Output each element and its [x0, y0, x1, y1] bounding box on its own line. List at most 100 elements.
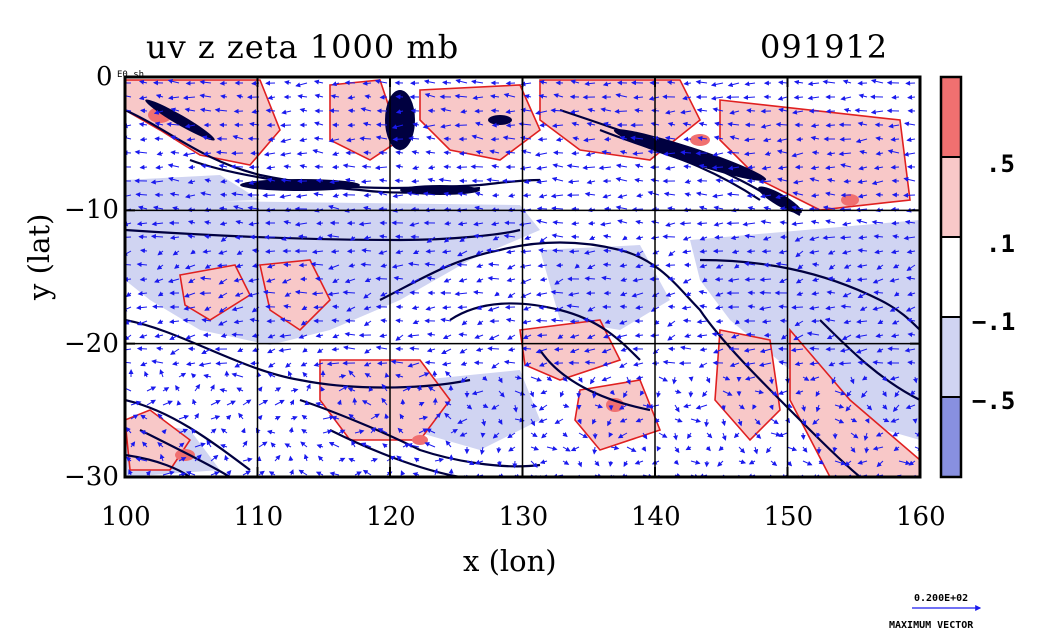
wind-vector: [635, 305, 644, 310]
wind-vector: [289, 399, 295, 406]
wind-vector: [566, 163, 580, 169]
wind-vector: [713, 135, 724, 141]
wind-vector: [826, 290, 836, 296]
wind-vector: [443, 191, 452, 197]
wind-vector: [225, 414, 232, 421]
wind-vector: [274, 399, 285, 406]
wind-vector: [156, 151, 164, 156]
wind-vector: [395, 334, 404, 341]
wind-vector: [715, 178, 724, 184]
wind-vector: [535, 318, 548, 324]
wind-vector: [631, 206, 644, 212]
wind-vector: [634, 108, 644, 113]
wind-vector: [347, 108, 356, 114]
wind-vector: [218, 163, 228, 169]
wind-vector: [601, 376, 612, 382]
plot-title: uv z zeta 1000 mb: [146, 28, 460, 66]
wind-vector: [742, 221, 756, 227]
wind-vector: [444, 370, 452, 378]
wind-vector: [199, 107, 212, 113]
wind-vector: [777, 95, 788, 101]
wind-vector: [502, 135, 516, 141]
wind-vector: [257, 414, 263, 421]
wind-vector: [379, 333, 388, 339]
wind-vector: [162, 387, 170, 392]
wind-vector: [508, 192, 516, 198]
wind-vector: [702, 277, 708, 283]
wind-vector: [838, 360, 852, 366]
wind-vector: [696, 333, 708, 339]
wind-vector: [715, 291, 724, 297]
wind-vector: [315, 178, 324, 184]
x-tick-label: 110: [233, 502, 284, 532]
wind-vector: [801, 404, 806, 412]
wind-vector: [410, 206, 420, 212]
wind-vector: [364, 348, 372, 354]
wind-vector: [283, 262, 292, 268]
wind-vector: [505, 80, 516, 86]
wind-vector: [167, 78, 180, 84]
wind-vector: [589, 235, 596, 240]
wind-vector: [443, 236, 452, 243]
wind-vector: [674, 404, 680, 413]
wind-vector: [235, 263, 244, 269]
wind-vector: [762, 137, 772, 143]
wind-vector: [822, 79, 836, 85]
wind-vector: [889, 277, 900, 283]
wind-vector: [674, 389, 682, 394]
wind-vector: [407, 362, 420, 368]
wind-vector: [855, 333, 868, 339]
wind-vector: [313, 79, 324, 85]
wind-vector: [793, 334, 804, 341]
wind-vector: [893, 291, 900, 297]
wind-vector: [297, 93, 308, 99]
wind-vector: [712, 193, 724, 199]
wind-vector: [157, 250, 164, 256]
wind-vector: [298, 234, 308, 240]
wind-vector: [699, 248, 708, 254]
wind-vector: [698, 289, 708, 295]
wind-vector: [738, 404, 745, 410]
wind-vector: [201, 317, 212, 323]
wind-vector: [797, 264, 804, 270]
wind-vector: [130, 414, 139, 420]
wind-vector: [412, 165, 420, 170]
wind-vector: [690, 418, 702, 423]
wind-vector: [696, 220, 708, 226]
wind-vector: [427, 177, 436, 183]
wind-vector: [476, 263, 484, 269]
wind-vector: [506, 277, 516, 283]
wind-vector: [870, 78, 884, 84]
wind-vector: [425, 305, 436, 311]
wind-vector: [506, 249, 516, 255]
wind-vector: [699, 235, 708, 241]
wind-vector: [332, 193, 340, 198]
wind-vector: [522, 192, 532, 198]
wind-vector: [530, 403, 538, 408]
wind-vector: [418, 415, 429, 421]
wind-vector: [412, 249, 420, 255]
wind-vector: [471, 134, 484, 140]
wind-vector: [139, 136, 148, 142]
wind-vector: [262, 289, 276, 295]
wind-vector: [135, 192, 148, 198]
colorbar-label-0: .5: [986, 150, 1015, 178]
wind-vector: [456, 262, 468, 268]
wind-vector: [873, 234, 884, 240]
wind-vector: [665, 109, 676, 115]
wind-vector: [584, 348, 596, 353]
wind-vector: [906, 264, 916, 271]
wind-vector: [489, 149, 500, 155]
wind-vector: [682, 236, 692, 241]
wind-vector: [825, 165, 836, 171]
wind-vector: [635, 417, 644, 423]
wind-vector: [363, 320, 372, 327]
wind-vector: [507, 264, 516, 270]
wind-vector: [744, 81, 756, 87]
wind-vector: [139, 333, 148, 339]
wind-vector: [200, 163, 212, 169]
wind-vector: [503, 233, 516, 239]
wind-vector: [871, 219, 884, 225]
wind-vector: [412, 319, 420, 325]
